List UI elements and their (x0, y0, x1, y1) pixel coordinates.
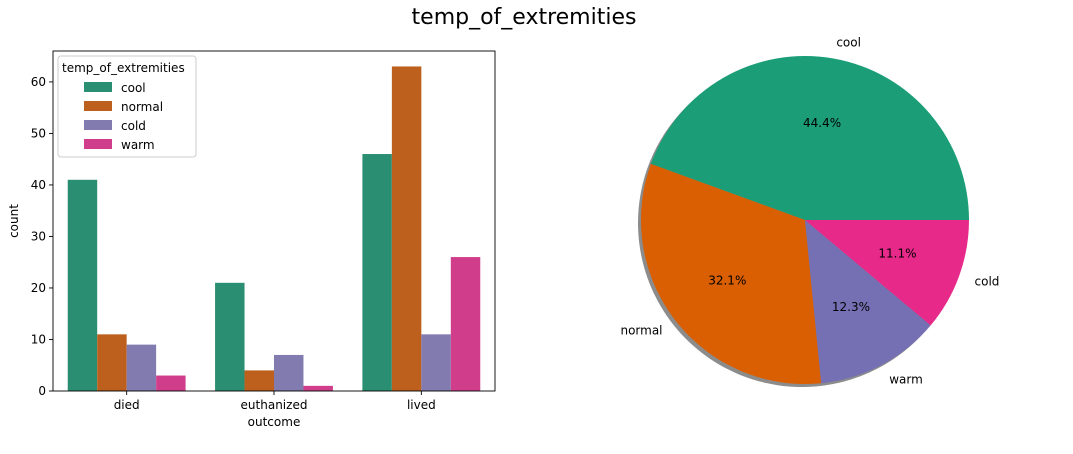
legend-swatch-cool (84, 82, 112, 92)
legend-label-cold: cold (121, 119, 146, 133)
bar-normal-died (97, 334, 127, 391)
pie-percent-labels: 44.4% 32.1% 12.3% 11.1% (708, 116, 916, 314)
legend: temp_of_extremities cool normal cold warm (57, 55, 197, 158)
bar-cool-died (67, 179, 98, 391)
legend-title: temp_of_extremities (62, 61, 185, 75)
pie-label-warm: warm (889, 373, 923, 387)
pie-percent-cool: 44.4% (803, 116, 841, 130)
legend-swatch-warm (84, 139, 112, 149)
pie-percent-normal: 32.1% (708, 273, 746, 287)
pie-label-normal: normal (620, 324, 662, 338)
y-tick-label: 40 (31, 178, 46, 192)
x-tick-label: lived (407, 398, 436, 412)
bar-cold-euthanized (274, 354, 304, 391)
y-tick-label: 10 (31, 332, 46, 346)
legend-swatch-cold (84, 120, 112, 130)
bar-cool-lived (362, 154, 392, 391)
bar-cold-lived (421, 334, 451, 391)
pie-slice-warm (805, 220, 931, 384)
x-axis-label: outcome (248, 415, 301, 429)
pie-labels: cool normal warm cold (620, 35, 999, 386)
pie-label-cold: cold (975, 275, 1000, 289)
bar-normal-lived (391, 66, 422, 392)
legend-label-cool: cool (121, 81, 146, 95)
pie-slice-cold (805, 220, 969, 326)
legend-box (57, 55, 197, 158)
bar-warm-lived (450, 257, 481, 391)
bar-cool-euthanized (215, 282, 245, 391)
figure-title: temp_of_extremities (412, 5, 637, 30)
legend-label-warm: warm (121, 138, 155, 152)
x-axis-ticks: died euthanized lived (114, 391, 436, 412)
pie-slice-normal (640, 163, 822, 384)
pie-chart: cool normal warm cold 44.4% 32.1% 12.3% 11.1% (620, 35, 999, 388)
pie-slices (640, 55, 969, 384)
y-tick-label: 50 (31, 126, 46, 140)
pie-slice-cool (650, 55, 969, 221)
pie-label-cool: cool (836, 35, 861, 49)
legend-items: cool normal cold warm (84, 81, 163, 152)
bar-warm-died (156, 375, 186, 391)
pie-percent-cold: 11.1% (878, 247, 916, 261)
bar-cold-died (126, 344, 157, 391)
legend-label-normal: normal (121, 100, 163, 114)
y-axis-label: count (7, 204, 21, 238)
y-axis-ticks: 0 10 20 30 40 50 60 (31, 75, 53, 398)
y-tick-label: 20 (31, 281, 46, 295)
y-tick-label: 60 (31, 75, 46, 89)
x-tick-label: euthanized (241, 398, 308, 412)
bar-chart: 0 10 20 30 40 50 60 died euthanized lived outcom… (7, 50, 496, 429)
x-tick-label: died (114, 398, 140, 412)
bar-plot-area (67, 66, 481, 392)
y-tick-label: 30 (31, 229, 46, 243)
bar-warm-euthanized (303, 385, 333, 391)
bar-normal-euthanized (244, 370, 274, 391)
pie-percent-warm: 12.3% (832, 300, 870, 314)
legend-swatch-normal (84, 101, 112, 111)
y-tick-label: 0 (38, 384, 46, 398)
